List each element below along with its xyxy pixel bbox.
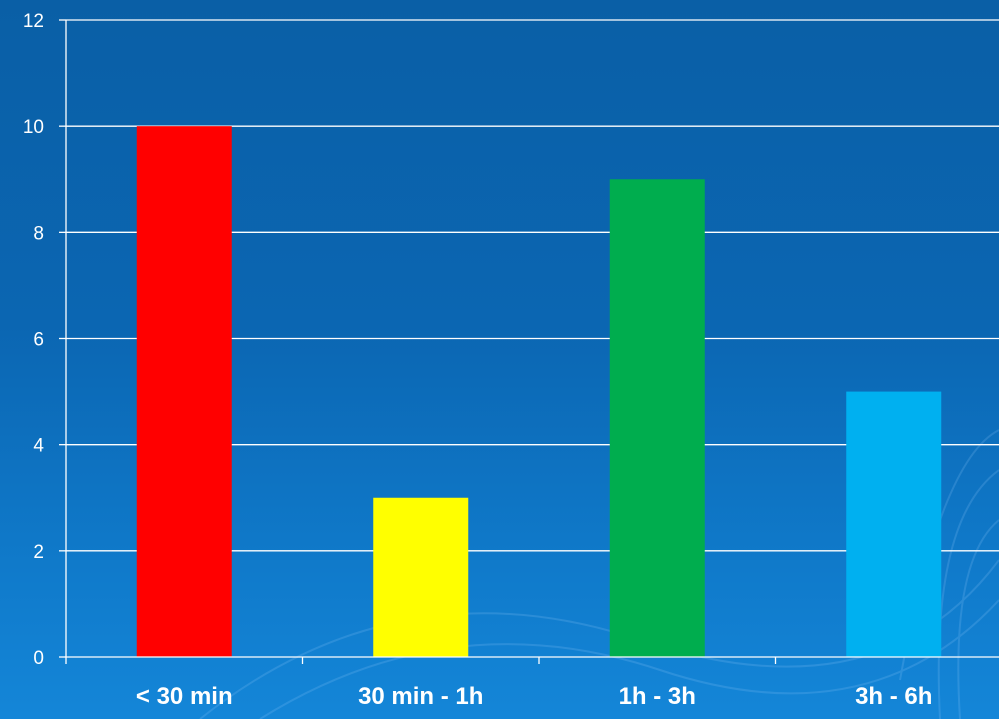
x-category-label: 3h - 6h xyxy=(855,683,932,710)
y-tick-label: 12 xyxy=(23,11,44,32)
y-tick-label: 6 xyxy=(33,330,44,351)
x-category-label: 30 min - 1h xyxy=(358,683,483,710)
y-tick-label: 0 xyxy=(33,648,44,669)
y-tick-label: 2 xyxy=(33,542,44,563)
y-tick-label: 10 xyxy=(23,117,44,138)
bar-1 xyxy=(136,126,232,657)
x-category-label: < 30 min xyxy=(136,683,233,710)
axes xyxy=(59,19,999,664)
y-tick-label: 4 xyxy=(33,436,44,457)
y-tick-label: 8 xyxy=(33,223,44,244)
y-tick-labels: 0 2 4 6 8 10 12 xyxy=(23,11,45,669)
bar-3 xyxy=(609,179,705,657)
x-category-label: 1h - 3h xyxy=(619,683,696,710)
x-category-labels: < 30 min 30 min - 1h 1h - 3h 3h - 6h xyxy=(136,683,933,710)
bar-2 xyxy=(373,497,469,657)
bars xyxy=(136,126,942,657)
bar-4 xyxy=(846,391,942,657)
